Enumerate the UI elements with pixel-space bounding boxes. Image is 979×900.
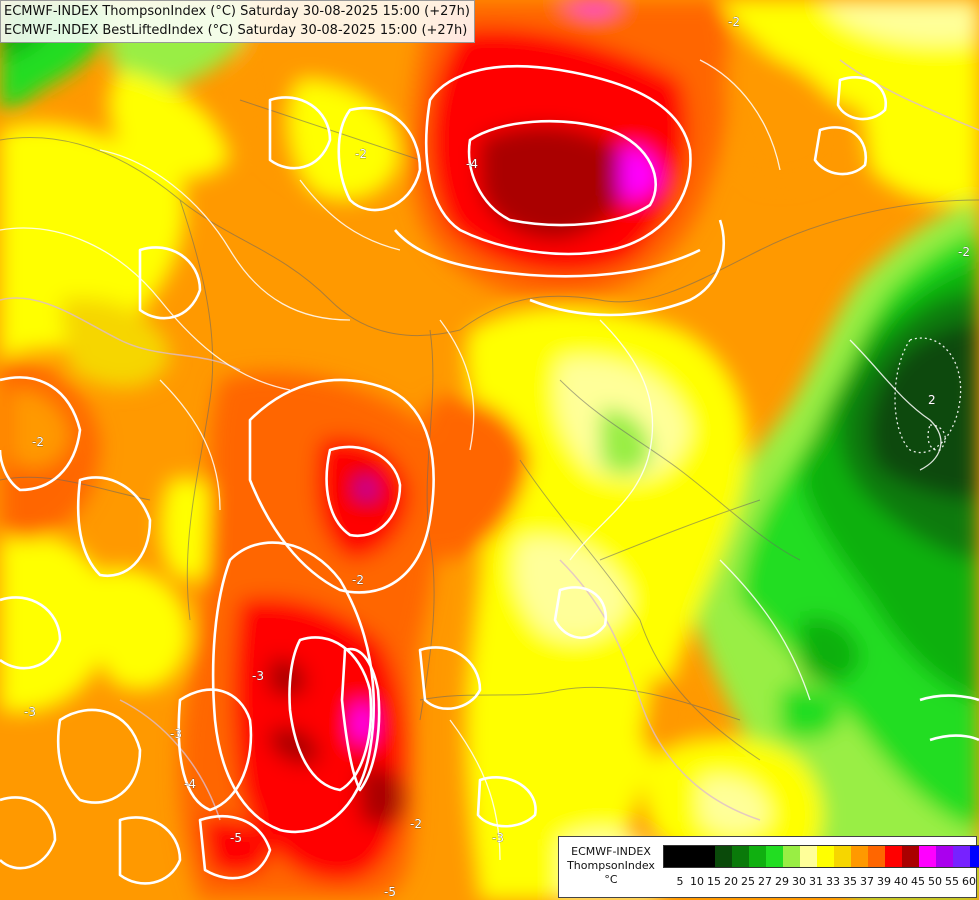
legend-swatch: [936, 846, 953, 867]
legend-swatch: [715, 846, 732, 867]
legend-tick-label: 29: [775, 875, 789, 888]
contour-label: -2: [958, 245, 970, 259]
legend-swatch: [681, 846, 698, 867]
contour-label: -2: [32, 435, 44, 449]
legend-unit: °C: [604, 873, 618, 886]
legend-swatch: [698, 846, 715, 867]
map-title-line-2: ECMWF-INDEX BestLiftedIndex (°C) Saturda…: [4, 23, 468, 38]
legend-tick-label: 40: [894, 875, 908, 888]
legend-swatch: [834, 846, 851, 867]
contour-label: -3: [24, 705, 36, 719]
legend-tick-label: 25: [741, 875, 755, 888]
legend-swatch: [868, 846, 885, 867]
legend-tick-label: 33: [826, 875, 840, 888]
legend-tick-label: 37: [860, 875, 874, 888]
legend-swatch: [953, 846, 970, 867]
legend-tick-label: 31: [809, 875, 823, 888]
contour-label: -4: [466, 157, 478, 171]
legend-tick-label: 55: [945, 875, 959, 888]
legend-swatch: [749, 846, 766, 867]
legend-tick-label: 50: [928, 875, 942, 888]
legend-swatch: [919, 846, 936, 867]
contour-label: -5: [384, 885, 396, 899]
legend-tick-label: 35: [843, 875, 857, 888]
legend-tick-label: 45: [911, 875, 925, 888]
legend-swatch: [800, 846, 817, 867]
map-title-line-1: ECMWF-INDEX ThompsonIndex (°C) Saturday …: [4, 4, 470, 19]
contour-label: -3: [492, 831, 504, 845]
legend-swatch: [783, 846, 800, 867]
contour-label: 2: [928, 393, 936, 407]
legend-tick-label: 39: [877, 875, 891, 888]
contour-label: -2: [355, 147, 367, 161]
legend-swatch: [970, 846, 979, 867]
legend-tick-label: 60: [962, 875, 976, 888]
legend-swatch: [732, 846, 749, 867]
legend-swatch: [817, 846, 834, 867]
legend-tick-label: 10: [690, 875, 704, 888]
map-title-box: ECMWF-INDEX ThompsonIndex (°C) Saturday …: [0, 0, 475, 43]
legend-swatch: [664, 846, 681, 867]
legend-label: ECMWF-INDEX ThompsonIndex °C: [563, 845, 659, 887]
legend-tick-label: 27: [758, 875, 772, 888]
legend-tick-label: 30: [792, 875, 806, 888]
legend-swatch: [885, 846, 902, 867]
contour-label: -3: [252, 669, 264, 683]
legend-swatch: [766, 846, 783, 867]
legend-color-scale: [663, 845, 979, 868]
contour-label: -4: [184, 777, 196, 791]
color-legend: ECMWF-INDEX ThompsonIndex °C 5 10 15 20 25 27…: [558, 836, 979, 898]
legend-variable: ThompsonIndex: [567, 859, 655, 872]
legend-tick-label: 15: [707, 875, 721, 888]
contour-label: -5: [230, 831, 242, 845]
legend-tick-label: 20: [724, 875, 738, 888]
legend-swatch: [851, 846, 868, 867]
contour-label: -2: [728, 15, 740, 29]
legend-title: ECMWF-INDEX: [571, 845, 651, 858]
contour-label: -3: [170, 727, 182, 741]
legend-tick-label: 5: [676, 875, 684, 888]
contour-label: -2: [352, 573, 364, 587]
contour-label: -2: [410, 817, 422, 831]
legend-swatch: [902, 846, 919, 867]
